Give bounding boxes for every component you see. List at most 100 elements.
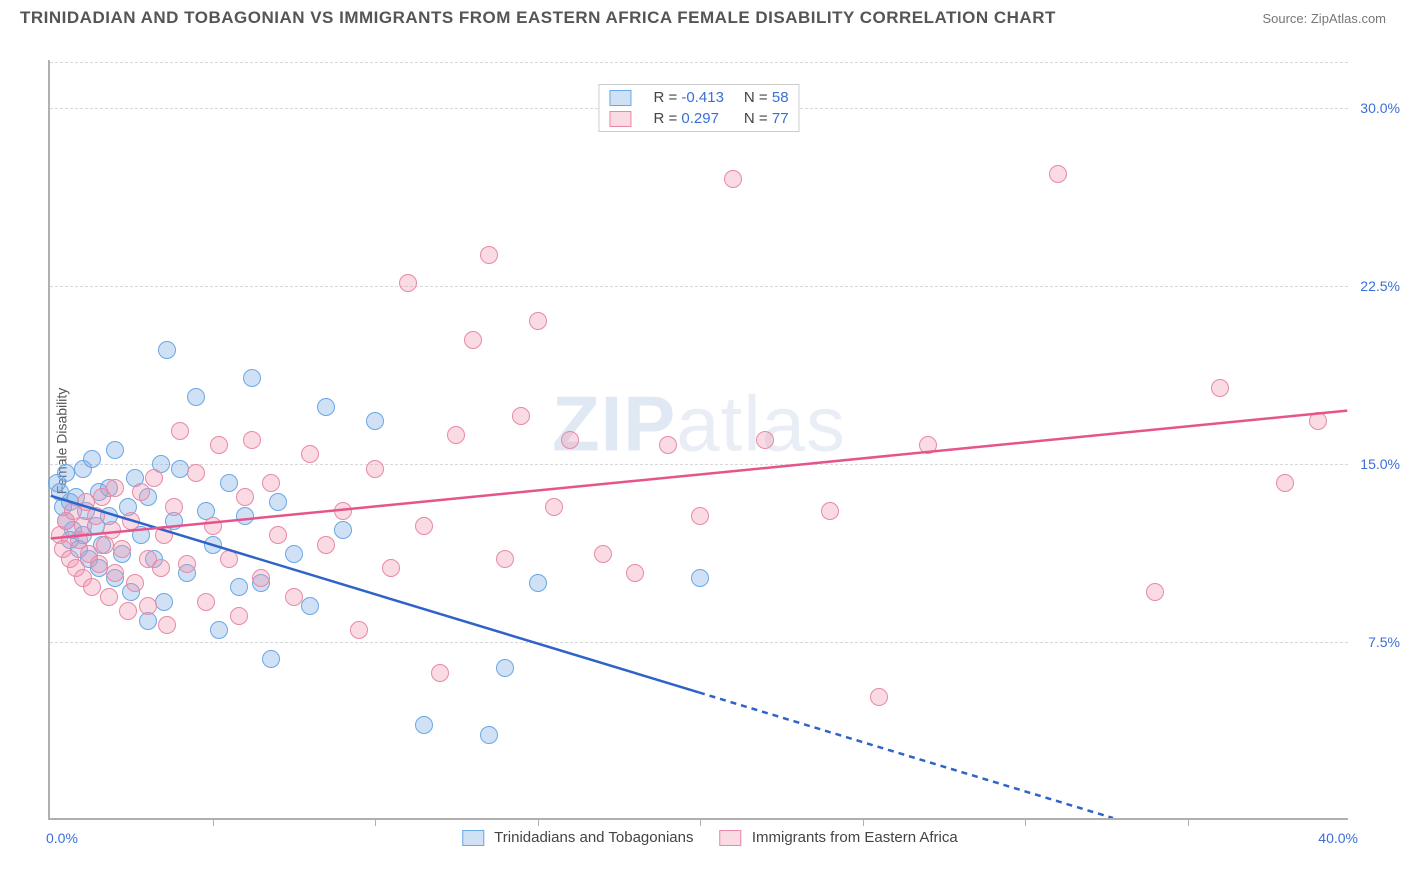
swatch-tt-bottom	[462, 830, 484, 846]
data-point-tt	[83, 450, 101, 468]
data-point-ea	[334, 502, 352, 520]
chart-container: Female Disability ZIPatlas R = -0.413 N …	[0, 36, 1406, 846]
data-point-ea	[106, 479, 124, 497]
swatch-ea	[609, 111, 631, 127]
data-point-ea	[919, 436, 937, 454]
data-point-ea	[691, 507, 709, 525]
data-point-ea	[197, 593, 215, 611]
data-point-ea	[100, 588, 118, 606]
data-point-ea	[496, 550, 514, 568]
data-point-ea	[83, 578, 101, 596]
data-point-ea	[1276, 474, 1294, 492]
data-point-tt	[301, 597, 319, 615]
data-point-tt	[480, 726, 498, 744]
data-point-tt	[415, 716, 433, 734]
x-max-label: 40.0%	[1318, 830, 1358, 846]
legend-row-tt: R = -0.413 N = 58	[599, 87, 798, 108]
data-point-ea	[269, 526, 287, 544]
data-point-ea	[285, 588, 303, 606]
data-point-ea	[1211, 379, 1229, 397]
plot-area: ZIPatlas R = -0.413 N = 58 R = 0.297 N =…	[48, 60, 1348, 820]
data-point-ea	[87, 507, 105, 525]
data-point-ea	[464, 331, 482, 349]
data-point-tt	[269, 493, 287, 511]
data-point-ea	[415, 517, 433, 535]
data-point-ea	[756, 431, 774, 449]
swatch-tt	[609, 90, 631, 106]
x-origin-label: 0.0%	[46, 830, 78, 846]
data-point-tt	[285, 545, 303, 563]
data-point-ea	[252, 569, 270, 587]
data-point-ea	[512, 407, 530, 425]
data-point-ea	[119, 602, 137, 620]
data-point-tt	[155, 593, 173, 611]
data-point-ea	[366, 460, 384, 478]
data-point-ea	[155, 526, 173, 544]
data-point-tt	[204, 536, 222, 554]
series-label-tt: Trinidadians and Tobagonians	[494, 829, 693, 846]
data-point-ea	[382, 559, 400, 577]
data-point-ea	[480, 246, 498, 264]
y-tick-label: 15.0%	[1352, 456, 1400, 472]
data-point-tt	[317, 398, 335, 416]
data-point-ea	[230, 607, 248, 625]
scatter-points	[50, 60, 1348, 818]
data-point-ea	[1049, 165, 1067, 183]
data-point-ea	[171, 422, 189, 440]
chart-title: TRINIDADIAN AND TOBAGONIAN VS IMMIGRANTS…	[20, 8, 1056, 28]
data-point-tt	[158, 341, 176, 359]
x-tick	[863, 818, 864, 826]
data-point-tt	[187, 388, 205, 406]
data-point-ea	[262, 474, 280, 492]
x-tick	[375, 818, 376, 826]
data-point-ea	[350, 621, 368, 639]
data-point-ea	[236, 488, 254, 506]
data-point-ea	[870, 688, 888, 706]
data-point-tt	[366, 412, 384, 430]
x-tick	[1188, 818, 1189, 826]
data-point-ea	[243, 431, 261, 449]
data-point-ea	[126, 574, 144, 592]
data-point-ea	[659, 436, 677, 454]
y-tick-label: 30.0%	[1352, 100, 1400, 116]
data-point-ea	[1146, 583, 1164, 601]
data-point-ea	[545, 498, 563, 516]
data-point-ea	[139, 597, 157, 615]
data-point-tt	[220, 474, 238, 492]
data-point-tt	[210, 621, 228, 639]
data-point-ea	[301, 445, 319, 463]
x-tick	[213, 818, 214, 826]
data-point-ea	[626, 564, 644, 582]
data-point-tt	[171, 460, 189, 478]
data-point-tt	[529, 574, 547, 592]
source-attribution: Source: ZipAtlas.com	[1262, 11, 1386, 26]
series-legend: Trinidadians and Tobagonians Immigrants …	[440, 829, 957, 846]
data-point-tt	[243, 369, 261, 387]
data-point-ea	[210, 436, 228, 454]
data-point-tt	[106, 441, 124, 459]
data-point-ea	[103, 521, 121, 539]
data-point-tt	[496, 659, 514, 677]
data-point-tt	[334, 521, 352, 539]
data-point-tt	[230, 578, 248, 596]
data-point-ea	[132, 483, 150, 501]
y-tick-label: 7.5%	[1352, 634, 1400, 650]
data-point-ea	[158, 616, 176, 634]
data-point-ea	[1309, 412, 1327, 430]
swatch-ea-bottom	[720, 830, 742, 846]
data-point-ea	[561, 431, 579, 449]
data-point-ea	[399, 274, 417, 292]
series-label-ea: Immigrants from Eastern Africa	[752, 829, 958, 846]
data-point-ea	[204, 517, 222, 535]
x-tick	[538, 818, 539, 826]
legend-row-ea: R = 0.297 N = 77	[599, 108, 798, 129]
data-point-ea	[220, 550, 238, 568]
x-tick	[700, 818, 701, 826]
data-point-ea	[529, 312, 547, 330]
data-point-ea	[821, 502, 839, 520]
x-tick	[1025, 818, 1026, 826]
data-point-ea	[113, 540, 131, 558]
data-point-tt	[236, 507, 254, 525]
data-point-ea	[317, 536, 335, 554]
y-tick-label: 22.5%	[1352, 278, 1400, 294]
